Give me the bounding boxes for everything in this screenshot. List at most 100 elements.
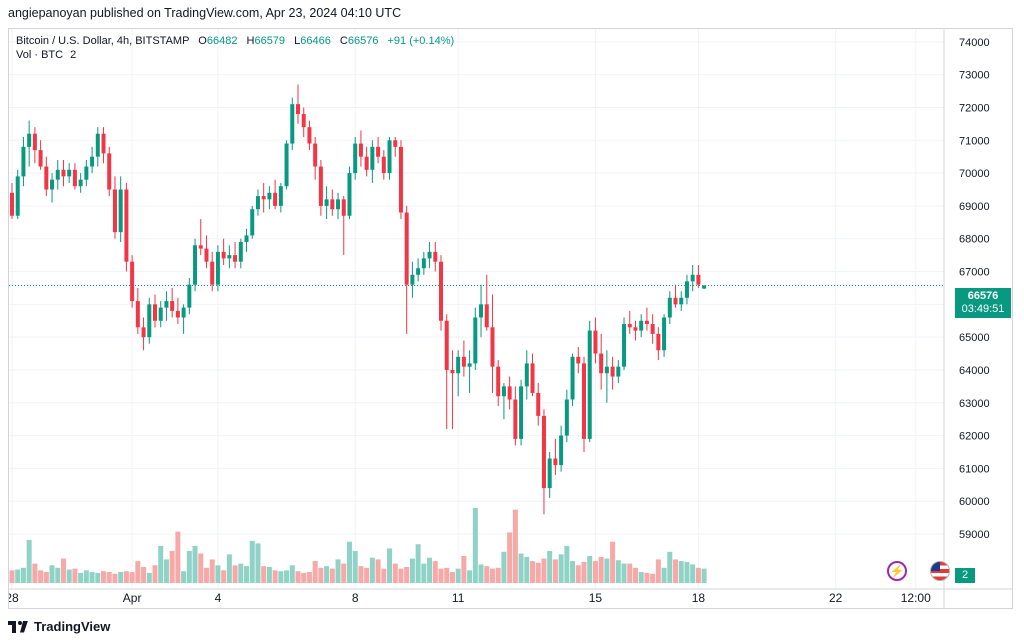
volume-bar [352, 550, 358, 583]
volume-bar [312, 561, 318, 583]
x-tick-label: 12:00 [901, 591, 931, 605]
volume-bar [358, 566, 364, 583]
candle-body [158, 307, 163, 321]
candle-body [118, 189, 123, 233]
volume-bar [690, 564, 696, 583]
candle-body [72, 169, 77, 187]
volume-bar [203, 567, 209, 583]
high-value: 66579 [254, 35, 286, 47]
volume-bar [610, 541, 616, 583]
candle-body [393, 140, 398, 147]
volume-bar [512, 509, 518, 583]
candle-body [416, 268, 421, 275]
candle-body [604, 366, 609, 374]
volume-bar [638, 572, 644, 583]
volume-bar [118, 572, 124, 583]
volume-bar [215, 565, 221, 583]
y-tick-label: 65000 [959, 332, 990, 344]
candle-body [650, 324, 655, 334]
volume-bar [558, 554, 564, 583]
volume-bar [495, 567, 501, 583]
volume-bar [518, 553, 524, 583]
candle-body [10, 192, 14, 216]
footer-brand[interactable]: TradingView [34, 619, 111, 634]
y-tick-label: 61000 [959, 463, 990, 475]
volume-bar [472, 508, 478, 583]
us-flag-icon[interactable] [930, 561, 950, 581]
y-tick-label: 63000 [959, 398, 990, 410]
lightning-icon[interactable]: ⚡ [887, 561, 907, 581]
volume-bar [535, 562, 541, 583]
volume-bar [15, 569, 21, 583]
last-price-label: 66576 03:49:51 [955, 288, 1011, 318]
volume-bar [489, 568, 495, 583]
candle-body [461, 356, 466, 367]
volume-bar [101, 571, 107, 583]
chart-legend: Bitcoin / U.S. Dollar, 4h, BITSTAMP O664… [16, 33, 454, 49]
symbol-title[interactable]: Bitcoin / U.S. Dollar, 4h, BITSTAMP [16, 35, 190, 47]
x-tick-label: 28 [9, 591, 19, 605]
volume-bar [341, 563, 347, 583]
volume-bar [467, 570, 473, 583]
candle-body [381, 156, 386, 174]
candle-body [479, 304, 484, 318]
candle-body [427, 251, 432, 259]
volume-bar [335, 559, 341, 583]
y-tick-label: 67000 [959, 267, 990, 279]
candle-body [627, 324, 632, 328]
volume-bar [163, 559, 169, 583]
volume-bar [592, 561, 598, 583]
candle-body [547, 458, 552, 489]
volume-bar [695, 567, 701, 583]
volume-bar [238, 563, 244, 583]
y-tick-label: 72000 [959, 102, 990, 114]
candle-body [587, 330, 592, 439]
candle-body [78, 179, 83, 187]
y-tick-label: 69000 [959, 201, 990, 213]
y-tick-label: 64000 [959, 365, 990, 377]
volume-bar [152, 565, 158, 583]
volume-bar [266, 566, 272, 583]
candle-body [473, 317, 478, 364]
volume-bar [306, 572, 312, 583]
volume-bar [444, 567, 450, 583]
candle-body [570, 356, 575, 400]
candle-body [204, 248, 209, 262]
volume-bar [455, 568, 461, 583]
volume-bar [346, 541, 352, 583]
y-tick-label: 68000 [959, 234, 990, 246]
volume-bar [684, 561, 690, 583]
candle-body [519, 386, 524, 439]
volume-bar [9, 570, 15, 583]
volume-bar [655, 559, 661, 583]
candle-body [398, 146, 403, 213]
candle-body [553, 458, 558, 466]
volume-bar [667, 551, 673, 583]
volume-bar [289, 565, 295, 583]
candle-body [84, 166, 89, 180]
volume-bar [632, 567, 638, 583]
volume-bar [627, 563, 633, 583]
close-value: 66576 [347, 35, 379, 47]
open-value: 66482 [206, 35, 238, 47]
high-label: H [246, 35, 255, 47]
volume-label[interactable]: Vol · BTC [16, 49, 64, 61]
candle-body [193, 245, 198, 285]
candlestick-chart[interactable]: 5900060000610006200063000640006500066000… [9, 29, 1012, 608]
candle-body [187, 284, 192, 308]
candle-body [622, 324, 627, 367]
low-value: 66466 [300, 35, 331, 47]
y-tick-label: 60000 [959, 496, 990, 508]
volume-bar [392, 563, 398, 583]
candle-body [507, 386, 512, 400]
candle-body [55, 169, 60, 180]
volume-bar [421, 563, 427, 583]
candle-body [444, 320, 449, 370]
close-label: C [339, 35, 348, 47]
candle-body [318, 166, 323, 206]
low-label: L [294, 35, 301, 47]
candle-body [67, 169, 72, 177]
candle-body [496, 366, 501, 397]
candle-body [27, 133, 32, 147]
candle-body [130, 261, 135, 302]
